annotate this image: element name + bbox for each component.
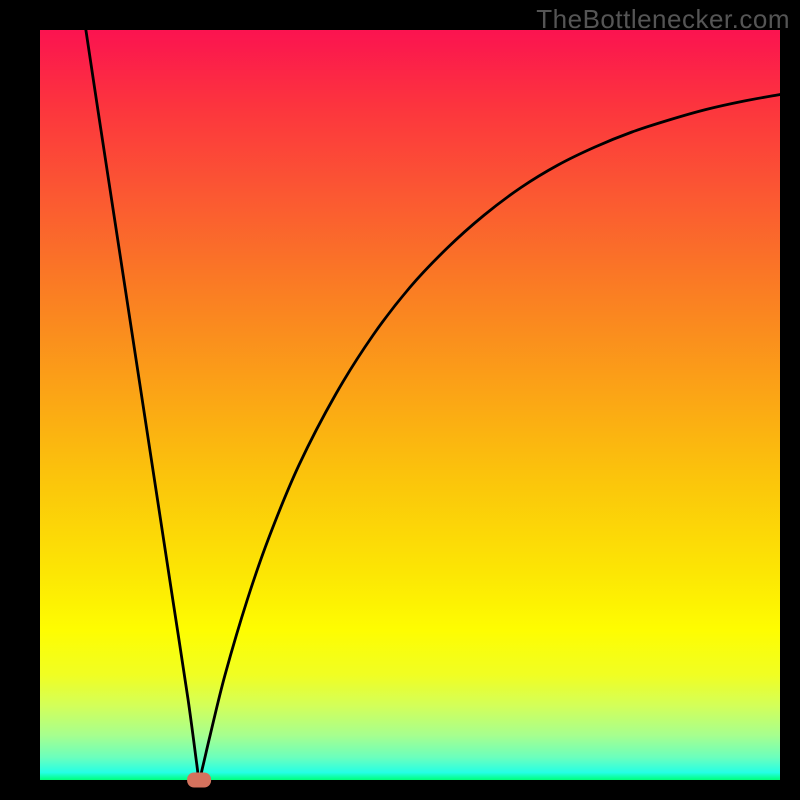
chart-svg (0, 0, 800, 800)
chart-container: TheBottlenecker.com (0, 0, 800, 800)
optimal-marker (187, 773, 211, 788)
watermark-text: TheBottlenecker.com (536, 4, 790, 35)
chart-inner-bg (40, 30, 780, 780)
